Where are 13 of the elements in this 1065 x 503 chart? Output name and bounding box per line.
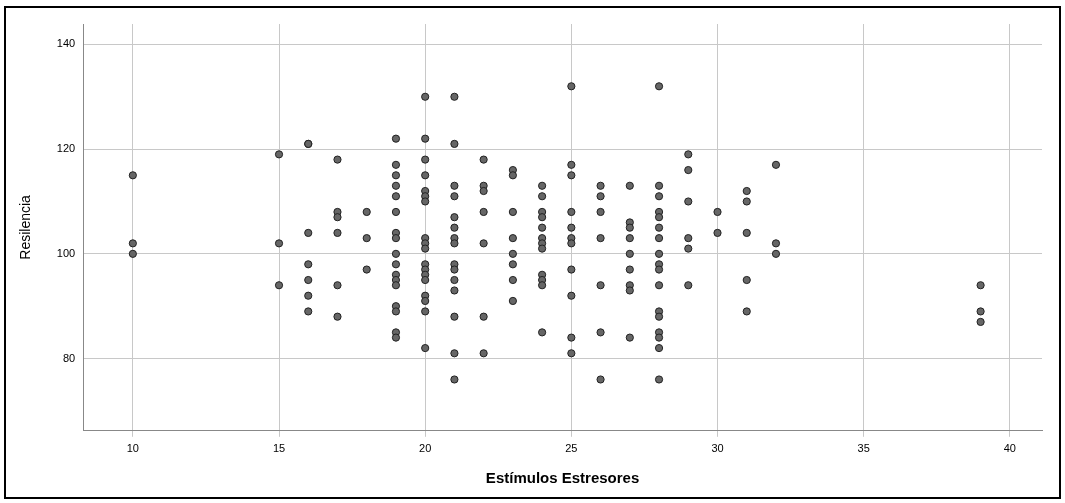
x-tick-label: 20 [419, 442, 432, 455]
x-tick-label: 30 [711, 442, 724, 455]
y-tick-label: 80 [62, 351, 76, 364]
y-tick-label: 100 [56, 246, 76, 259]
y-tick-label: 140 [56, 37, 76, 50]
y-tick-label: 120 [56, 142, 76, 155]
x-tick-label: 40 [1003, 442, 1016, 455]
y-axis-title: Resilencia [17, 194, 34, 260]
x-tick-label: 15 [272, 442, 286, 455]
x-tick-label: 10 [126, 442, 139, 455]
x-axis-title: Estímulos Estresores [485, 469, 640, 487]
x-tick-label: 25 [565, 442, 578, 455]
x-tick-label: 35 [857, 442, 870, 455]
